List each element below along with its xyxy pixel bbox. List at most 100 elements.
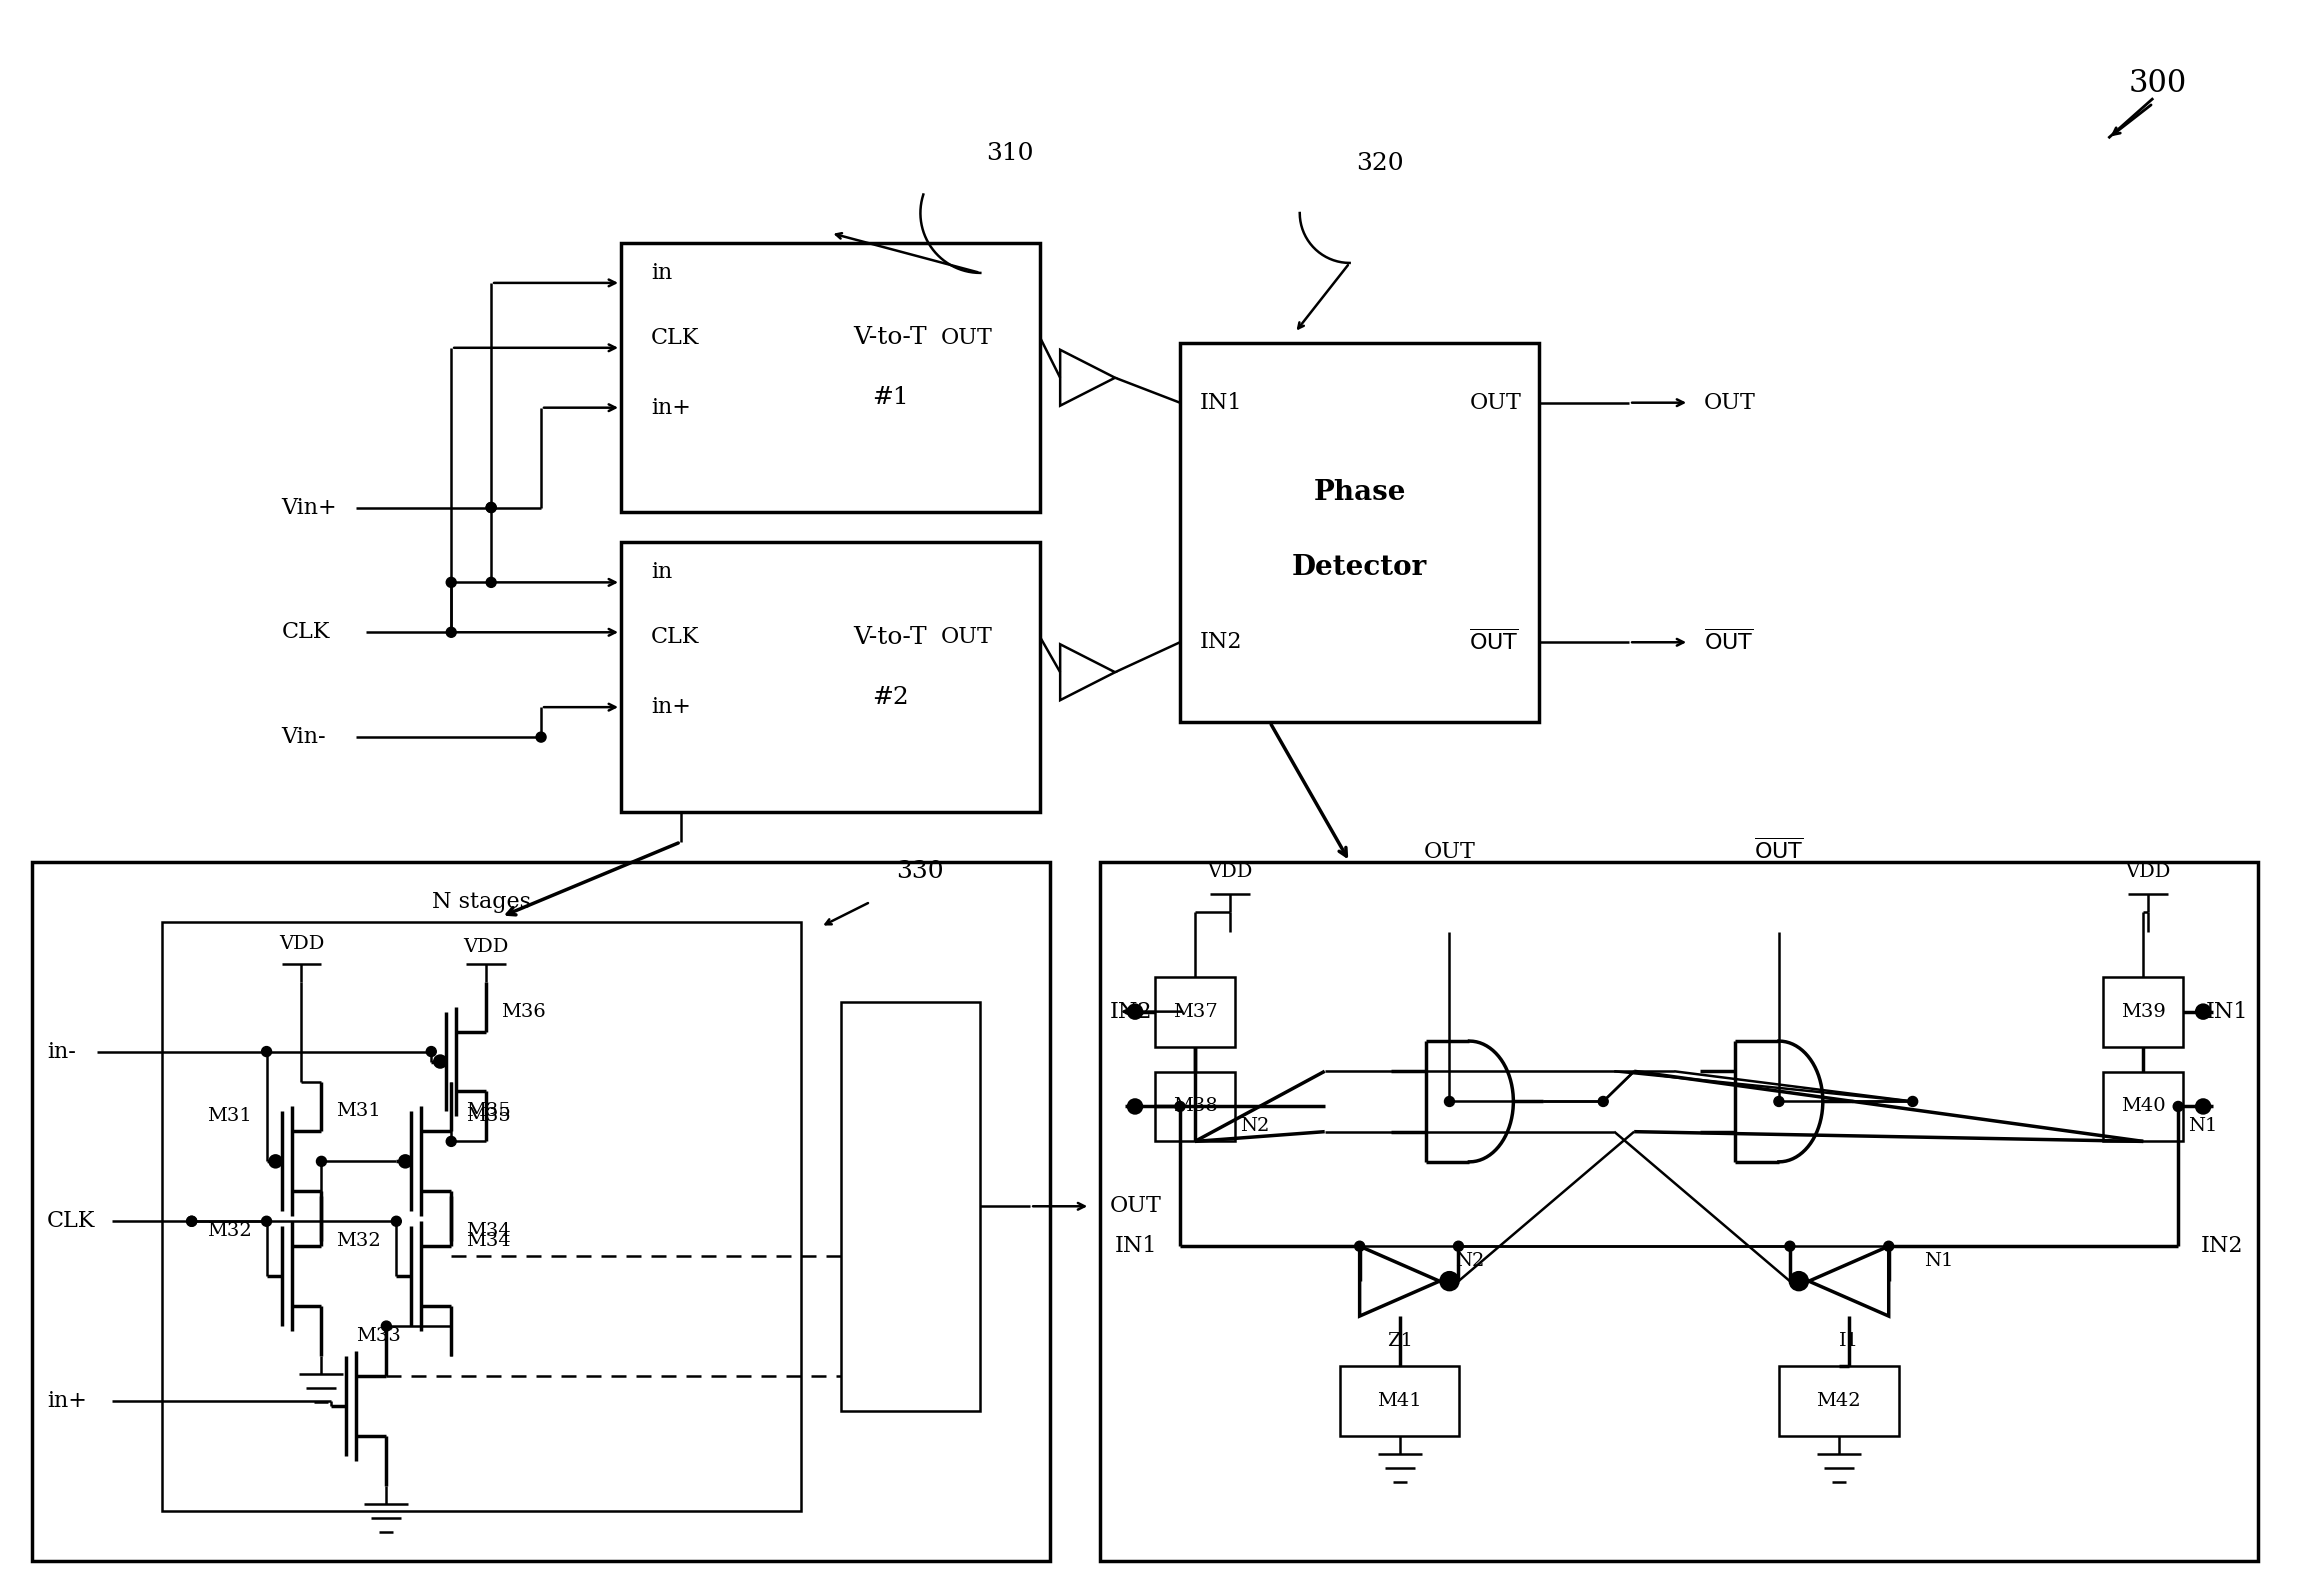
Text: in+: in+	[651, 696, 690, 718]
Text: #1: #1	[872, 387, 909, 409]
Circle shape	[381, 1321, 392, 1331]
Circle shape	[1444, 1097, 1453, 1106]
Text: M36: M36	[501, 1003, 547, 1020]
Text: $\overline{\rm OUT}$: $\overline{\rm OUT}$	[1705, 629, 1753, 654]
Text: IN2: IN2	[1200, 632, 1243, 653]
Bar	[2104, 1071, 2182, 1141]
Text: N2: N2	[1239, 1118, 1269, 1135]
Circle shape	[1354, 1242, 1366, 1251]
Bar	[1179, 342, 1539, 723]
Bar	[32, 861, 1050, 1560]
Text: #2: #2	[872, 686, 909, 708]
Text: M39: M39	[2120, 1003, 2166, 1020]
Text: Z1: Z1	[1387, 1333, 1412, 1350]
Text: CLK: CLK	[651, 326, 699, 349]
Circle shape	[316, 1156, 328, 1167]
Text: M31: M31	[337, 1102, 381, 1121]
Text: in+: in+	[651, 396, 690, 419]
Text: M34: M34	[466, 1223, 510, 1240]
Text: M32: M32	[337, 1232, 381, 1250]
Text: OUT: OUT	[1470, 392, 1520, 414]
Circle shape	[1453, 1242, 1463, 1251]
Circle shape	[487, 578, 496, 587]
Circle shape	[1790, 1272, 1809, 1290]
Text: $\overline{\rm OUT}$: $\overline{\rm OUT}$	[1753, 839, 1804, 864]
Text: OUT: OUT	[1423, 841, 1476, 863]
Text: in+: in+	[46, 1390, 88, 1412]
Text: N2: N2	[1456, 1253, 1483, 1270]
Text: M37: M37	[1172, 1003, 1218, 1020]
Circle shape	[1908, 1097, 1917, 1106]
Bar	[621, 244, 1040, 513]
Text: M35: M35	[466, 1102, 510, 1121]
Text: 300: 300	[2129, 68, 2187, 99]
Circle shape	[434, 1055, 445, 1068]
Text: IN2: IN2	[2201, 1235, 2242, 1258]
Bar	[1779, 1366, 1899, 1436]
Text: N stages: N stages	[431, 892, 531, 912]
Text: OUT: OUT	[941, 626, 992, 648]
Bar	[1156, 1071, 1234, 1141]
Circle shape	[1599, 1097, 1608, 1106]
Circle shape	[261, 1216, 272, 1226]
Bar	[2104, 976, 2182, 1046]
Circle shape	[535, 732, 547, 742]
Text: 320: 320	[1357, 151, 1403, 175]
Text: M42: M42	[1816, 1391, 1862, 1411]
Text: M40: M40	[2120, 1097, 2166, 1116]
Text: 310: 310	[987, 142, 1034, 164]
Text: M38: M38	[1172, 1097, 1218, 1116]
Circle shape	[487, 503, 496, 513]
Circle shape	[445, 578, 457, 587]
Text: 330: 330	[897, 860, 944, 884]
Text: M32: M32	[208, 1223, 251, 1240]
Text: in: in	[651, 263, 671, 283]
Circle shape	[1786, 1242, 1795, 1251]
Text: M35: M35	[466, 1108, 510, 1126]
Circle shape	[445, 627, 457, 637]
Text: in: in	[651, 562, 671, 583]
Text: Vin+: Vin+	[281, 497, 337, 519]
Circle shape	[187, 1216, 196, 1226]
Text: Phase: Phase	[1313, 479, 1405, 506]
Circle shape	[270, 1156, 281, 1167]
Text: VDD: VDD	[464, 938, 510, 955]
Circle shape	[392, 1216, 401, 1226]
Text: CLK: CLK	[651, 626, 699, 648]
Circle shape	[1885, 1242, 1894, 1251]
Circle shape	[187, 1216, 196, 1226]
Circle shape	[261, 1046, 272, 1057]
Text: CLK: CLK	[281, 621, 330, 643]
Circle shape	[1174, 1102, 1186, 1111]
Bar	[1100, 861, 2259, 1560]
Circle shape	[399, 1156, 411, 1167]
Circle shape	[1440, 1272, 1458, 1290]
Text: $\overline{\rm OUT}$: $\overline{\rm OUT}$	[1470, 629, 1518, 654]
Text: V-to-T: V-to-T	[854, 326, 927, 349]
Circle shape	[487, 503, 496, 513]
Text: VDD: VDD	[279, 935, 325, 952]
Circle shape	[1774, 1097, 1783, 1106]
Text: I1: I1	[1839, 1333, 1859, 1350]
Bar	[161, 922, 801, 1511]
Circle shape	[1128, 1100, 1142, 1113]
Text: M33: M33	[355, 1328, 401, 1345]
Text: IN1: IN1	[1114, 1235, 1158, 1258]
Circle shape	[2173, 1102, 2182, 1111]
Text: OUT: OUT	[1705, 392, 1756, 414]
Text: Vin-: Vin-	[281, 726, 325, 748]
Text: VDD: VDD	[2125, 863, 2171, 880]
Circle shape	[2196, 1100, 2210, 1113]
Text: M41: M41	[1377, 1391, 1421, 1411]
Circle shape	[1128, 1005, 1142, 1019]
Text: V-to-T: V-to-T	[854, 626, 927, 650]
Text: IN1: IN1	[2205, 1001, 2247, 1022]
Text: N1: N1	[2189, 1118, 2217, 1135]
Text: IN1: IN1	[1200, 392, 1243, 414]
Bar	[621, 543, 1040, 812]
Circle shape	[445, 1137, 457, 1146]
Text: M31: M31	[208, 1108, 251, 1126]
Text: N1: N1	[1924, 1253, 1954, 1270]
Text: VDD: VDD	[1207, 863, 1253, 880]
Text: M34: M34	[466, 1232, 510, 1250]
